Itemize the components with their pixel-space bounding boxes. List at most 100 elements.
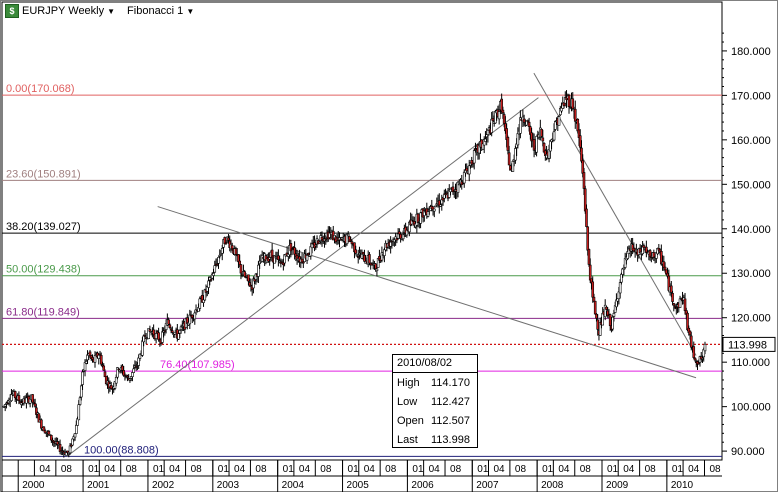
candle-up bbox=[220, 247, 224, 254]
infobox-key: High bbox=[397, 376, 420, 389]
candle-down bbox=[126, 375, 129, 378]
month-label: 08 bbox=[450, 464, 462, 475]
candle-up bbox=[434, 205, 437, 208]
candle-up bbox=[93, 355, 97, 363]
candle-up bbox=[116, 367, 119, 378]
month-label: 01 bbox=[607, 464, 619, 475]
year-label: 2008 bbox=[541, 480, 564, 491]
year-label: 2009 bbox=[606, 480, 629, 491]
candle-down bbox=[169, 328, 173, 331]
candle-down bbox=[35, 407, 38, 415]
candle-down bbox=[581, 160, 585, 174]
year-label: 2004 bbox=[282, 480, 305, 491]
month-label: 08 bbox=[320, 464, 332, 475]
month-label: 08 bbox=[61, 464, 73, 475]
chevron-down-icon[interactable]: ▼ bbox=[107, 6, 116, 16]
month-label: 04 bbox=[429, 464, 441, 475]
candle-down bbox=[47, 430, 51, 435]
year-label: 2010 bbox=[671, 480, 694, 491]
candle-down bbox=[593, 300, 597, 315]
candle-down bbox=[99, 355, 103, 365]
infobox-key: Last bbox=[397, 433, 418, 446]
candle-up bbox=[84, 361, 88, 364]
candle-down bbox=[293, 247, 296, 255]
candle-up bbox=[77, 404, 81, 421]
candle-down bbox=[445, 192, 449, 195]
candle-up bbox=[25, 397, 28, 404]
y-tick-label: 170.000 bbox=[731, 90, 771, 102]
candle-down bbox=[526, 120, 530, 123]
candle-down bbox=[61, 450, 64, 453]
candle-up bbox=[161, 331, 164, 343]
candle-up bbox=[549, 140, 552, 152]
month-label: 08 bbox=[709, 464, 721, 475]
candle-up bbox=[360, 253, 364, 259]
candle-up bbox=[154, 333, 158, 339]
candle-down bbox=[591, 281, 595, 298]
candle-up bbox=[423, 210, 426, 216]
candle-down bbox=[576, 119, 580, 132]
candle-up bbox=[467, 165, 471, 175]
candle-up bbox=[217, 256, 220, 264]
month-label: 08 bbox=[255, 464, 267, 475]
candle-up bbox=[557, 116, 561, 126]
candle-up bbox=[380, 252, 384, 261]
candle-up bbox=[318, 241, 321, 244]
infobox-row-last: Last 113.998 bbox=[393, 430, 477, 449]
candle-down bbox=[592, 296, 596, 302]
candle-up bbox=[552, 131, 556, 141]
candle-up bbox=[79, 385, 83, 398]
candle-down bbox=[595, 313, 598, 319]
candle-down bbox=[239, 264, 243, 274]
study-selector[interactable]: Fibonacci 1 ▼ bbox=[124, 4, 197, 18]
symbol-selector[interactable]: $ EURJPY Weekly ▼ bbox=[2, 3, 118, 19]
candle-down bbox=[227, 237, 230, 241]
candle-up bbox=[355, 254, 359, 257]
candle-down bbox=[686, 312, 689, 331]
candle-down bbox=[688, 330, 692, 336]
candle-down bbox=[32, 402, 36, 404]
candle-down bbox=[692, 346, 696, 358]
candle-up bbox=[383, 249, 386, 256]
candle-down bbox=[302, 261, 305, 264]
candle-down bbox=[349, 239, 353, 241]
candle-down bbox=[588, 264, 592, 281]
month-label: 04 bbox=[623, 464, 635, 475]
trendline bbox=[66, 97, 539, 457]
candle-down bbox=[31, 394, 34, 403]
month-label: 04 bbox=[299, 464, 311, 475]
month-label: 04 bbox=[558, 464, 570, 475]
year-label: 2001 bbox=[87, 480, 110, 491]
candle-up bbox=[419, 212, 422, 224]
chevron-down-icon[interactable]: ▼ bbox=[186, 6, 195, 16]
infobox-key: Low bbox=[397, 395, 418, 408]
candle-down bbox=[121, 365, 124, 371]
candle-up bbox=[535, 136, 538, 153]
candle-down bbox=[578, 135, 582, 148]
candle-down bbox=[157, 332, 160, 340]
infobox-value: 114.170 bbox=[431, 376, 470, 389]
candle-up bbox=[71, 438, 74, 446]
candle-down bbox=[582, 172, 586, 189]
candle-down bbox=[167, 319, 170, 325]
y-tick-label: 100.000 bbox=[731, 402, 771, 414]
month-label: 08 bbox=[515, 464, 527, 475]
month-label: 08 bbox=[645, 464, 657, 475]
month-label: 04 bbox=[364, 464, 376, 475]
year-label: 2002 bbox=[152, 480, 175, 491]
infobox-value: 112.507 bbox=[431, 414, 470, 427]
year-label: 2000 bbox=[22, 480, 45, 491]
candle-down bbox=[361, 251, 365, 255]
candle-down bbox=[501, 109, 505, 114]
candle-up bbox=[456, 181, 460, 193]
trendline bbox=[533, 72, 697, 356]
candle-up bbox=[74, 424, 78, 434]
candle-down bbox=[300, 258, 304, 263]
candle-down bbox=[573, 108, 577, 122]
month-label: 04 bbox=[104, 464, 116, 475]
candle-up bbox=[497, 111, 501, 120]
month-label: 01 bbox=[153, 464, 165, 475]
candle-down bbox=[567, 95, 571, 107]
month-label: 01 bbox=[412, 464, 424, 475]
